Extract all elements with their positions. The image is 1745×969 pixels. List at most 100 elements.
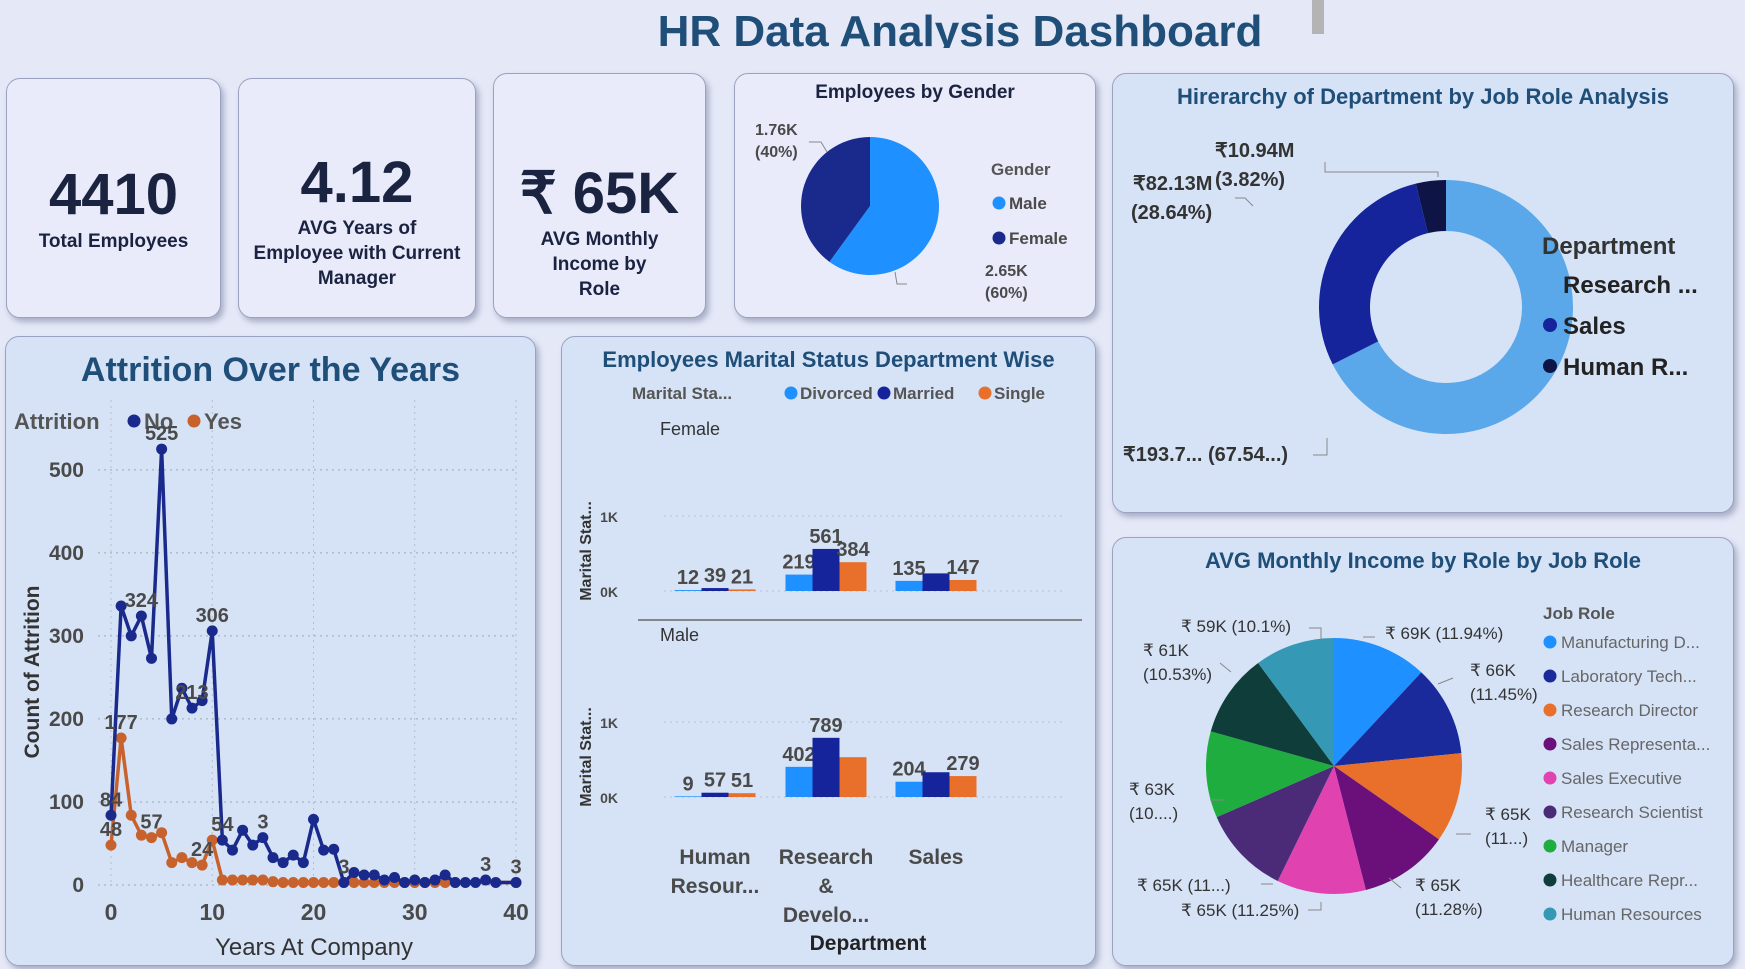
total-employees-value: 4410 bbox=[48, 162, 179, 227]
legend-item-divorced: Divorced bbox=[800, 384, 873, 403]
data-label-research: ₹193.7... (67.54...) bbox=[1123, 444, 1288, 466]
avg-years-value: 4.12 bbox=[300, 150, 414, 215]
data-label-no: 213 bbox=[175, 682, 208, 704]
data-label-sales: ₹82.13M bbox=[1133, 173, 1212, 195]
x-axis-title: Years At Company bbox=[215, 934, 413, 961]
bar-male-single bbox=[949, 776, 977, 797]
marital-bar-chart: Marital Sta... Divorced Married Single Femal… bbox=[578, 384, 1082, 955]
leader-line-sales bbox=[1235, 197, 1254, 207]
bar-female-single bbox=[728, 589, 756, 591]
legend-marker-research-director bbox=[1543, 703, 1557, 717]
y-tick-label: 100 bbox=[49, 791, 84, 814]
data-point-no bbox=[125, 630, 137, 642]
legend-marker-sales bbox=[1543, 318, 1557, 332]
x-tick-label-human-resour: Resour... bbox=[671, 875, 760, 898]
data-label-research-director: ₹ 65K bbox=[1485, 805, 1531, 824]
data-label-manufacturing-d: ₹ 69K (11.94%) bbox=[1385, 624, 1503, 643]
data-label-female-pct: (40%) bbox=[755, 144, 798, 161]
y-tick-label: 300 bbox=[49, 625, 84, 648]
data-label-yes: 177 bbox=[104, 712, 137, 734]
bar-male-married bbox=[701, 792, 729, 797]
data-label: 561 bbox=[809, 526, 842, 548]
slice-sales-representa bbox=[1334, 766, 1439, 890]
data-point-no bbox=[429, 874, 441, 886]
data-point-no bbox=[409, 874, 421, 886]
data-point-yes bbox=[186, 857, 198, 869]
data-point-no bbox=[257, 832, 269, 844]
leader-line-laboratory-tech bbox=[1437, 677, 1454, 685]
legend-item-sales-representa: Sales Representa... bbox=[1561, 735, 1710, 754]
data-point-yes bbox=[105, 839, 117, 851]
data-point-no bbox=[156, 443, 168, 455]
data-point-no bbox=[449, 877, 461, 889]
data-point-no bbox=[186, 702, 198, 714]
data-label-female: 1.76K bbox=[755, 122, 798, 139]
legend-item-laboratory-tech: Laboratory Tech... bbox=[1561, 667, 1697, 686]
data-point-no bbox=[419, 877, 431, 889]
data-point-yes bbox=[166, 857, 178, 869]
legend-title: Department bbox=[1542, 233, 1675, 260]
leader-line-human-resources bbox=[1309, 627, 1322, 639]
data-point-no bbox=[227, 844, 238, 856]
y-tick-label: 1K bbox=[600, 509, 618, 525]
data-point-yes bbox=[146, 832, 157, 844]
data-point-no bbox=[216, 834, 228, 846]
leader-line-research bbox=[1313, 438, 1328, 456]
data-point-no bbox=[176, 682, 188, 694]
data-point-yes bbox=[227, 874, 238, 886]
data-point-no bbox=[439, 869, 451, 881]
data-point-no bbox=[378, 874, 390, 886]
kpi-card-avg-years-manager: 4.12 AVG Years of Employee with Current … bbox=[238, 78, 476, 318]
slice-male bbox=[829, 137, 939, 275]
data-point-yes bbox=[318, 877, 330, 889]
data-point-yes bbox=[328, 877, 340, 889]
data-point-no bbox=[308, 813, 319, 825]
legend-item-sales: Sales bbox=[1563, 313, 1626, 340]
slice-manager bbox=[1206, 731, 1334, 818]
legend-item-research-director: Research Director bbox=[1561, 701, 1698, 720]
header-scroll-handle[interactable] bbox=[1312, 0, 1324, 34]
panel-title-male: Male bbox=[660, 625, 699, 645]
data-label: 21 bbox=[731, 566, 753, 588]
bar-male-single bbox=[839, 757, 867, 797]
x-tick-label-sales: Sales bbox=[909, 846, 964, 869]
attrition-chart-title: Attrition Over the Years bbox=[80, 351, 461, 389]
slice-human-resources bbox=[1258, 638, 1334, 766]
x-tick-label: 10 bbox=[199, 899, 225, 925]
data-label-manager: (10....) bbox=[1129, 804, 1178, 823]
data-point-no bbox=[105, 809, 117, 821]
bar-female-divorced bbox=[674, 590, 702, 591]
gender-chart-title: Employees by Gender bbox=[815, 82, 1015, 103]
leader-line-male bbox=[894, 271, 907, 285]
data-label-human-resources: ₹ 59K (10.1%) bbox=[1181, 617, 1291, 636]
data-label-manager: ₹ 63K bbox=[1129, 780, 1175, 799]
data-label-healthcare-repr: ₹ 61K bbox=[1143, 641, 1189, 660]
legend-item-no: No bbox=[144, 409, 173, 434]
data-point-no bbox=[318, 844, 330, 856]
x-axis-title: Department bbox=[810, 932, 927, 955]
data-point-yes bbox=[156, 827, 168, 839]
legend-marker-divorced bbox=[784, 386, 798, 400]
legend-marker-research-scientist bbox=[1543, 805, 1557, 819]
bar-female-divorced bbox=[785, 574, 813, 591]
legend-marker-no bbox=[127, 414, 141, 428]
legend-title: Job Role bbox=[1543, 604, 1615, 623]
bar-male-married bbox=[812, 737, 840, 797]
slice-manufacturing-d bbox=[1334, 638, 1422, 766]
data-point-yes bbox=[277, 877, 289, 889]
x-tick-label-research-develo: Develo... bbox=[783, 904, 869, 927]
data-point-no bbox=[287, 849, 299, 861]
legend-item-married: Married bbox=[893, 384, 954, 403]
legend-marker-female bbox=[992, 231, 1006, 245]
bar-female-married bbox=[812, 548, 840, 591]
bar-female-single bbox=[949, 579, 977, 591]
data-label-sales-representa: (11.28%) bbox=[1415, 900, 1483, 919]
legend-marker-sales-executive bbox=[1543, 771, 1557, 785]
data-point-yes bbox=[176, 852, 188, 864]
legend-marker-healthcare-repr bbox=[1543, 873, 1557, 887]
data-label: 57 bbox=[704, 770, 726, 792]
slice-research-director bbox=[1334, 753, 1462, 840]
y-tick-label: 0K bbox=[600, 584, 618, 600]
legend-marker-manufacturing-d bbox=[1543, 635, 1557, 649]
data-label-no: 3 bbox=[480, 854, 491, 876]
